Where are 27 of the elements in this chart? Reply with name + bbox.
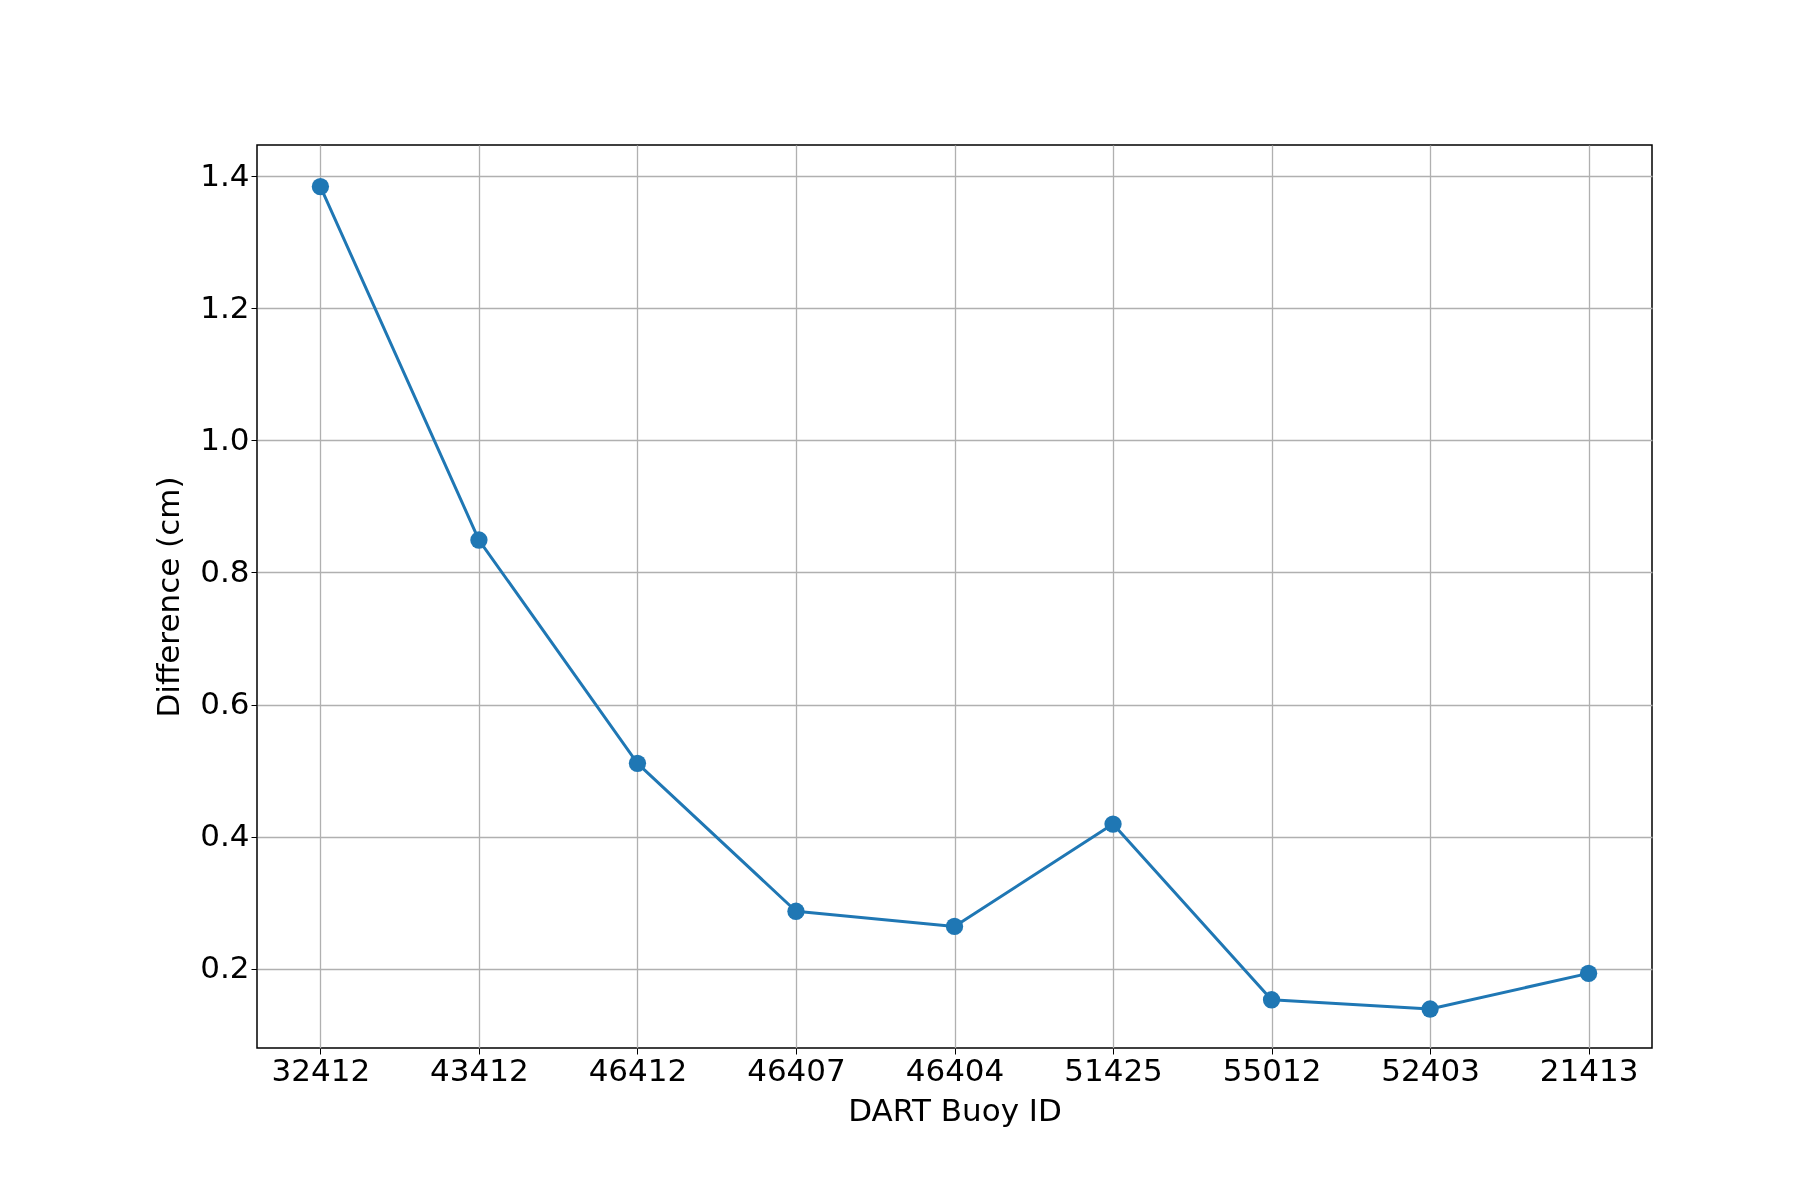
y-tick-label: 1.2 (200, 288, 250, 325)
x-tick-label: 55012 (1222, 1051, 1322, 1088)
point (470, 531, 488, 549)
x-tick-label: 21413 (1539, 1051, 1639, 1088)
point (628, 754, 647, 772)
y-tick-label: 0.6 (200, 685, 250, 721)
y-tick-label: 1.4 (200, 156, 250, 193)
x-tick-label: 32412 (271, 1051, 371, 1088)
x-tick-label: 51425 (1064, 1051, 1163, 1088)
y-tick-label: 0.4 (200, 817, 250, 854)
point (1262, 991, 1281, 1009)
point (311, 177, 330, 196)
y-tick-label: 0.2 (200, 949, 250, 986)
y-axis-title: Difference (cm) (150, 476, 187, 718)
point (787, 902, 805, 920)
point (1421, 1000, 1439, 1018)
y-tick-label: 0.8 (200, 552, 250, 589)
y-tick-label: 1.0 (200, 420, 250, 457)
x-tick-label: 46407 (747, 1051, 846, 1088)
point (945, 917, 964, 936)
x-tick-label: 46404 (905, 1051, 1005, 1088)
point (1579, 964, 1598, 982)
x-tick-label: 52403 (1381, 1051, 1480, 1088)
x-tick-label: 43412 (430, 1051, 529, 1088)
x-tick-label: 46412 (588, 1051, 688, 1088)
x-axis-title: DART Buoy ID (848, 1091, 1062, 1128)
point (1104, 815, 1122, 833)
